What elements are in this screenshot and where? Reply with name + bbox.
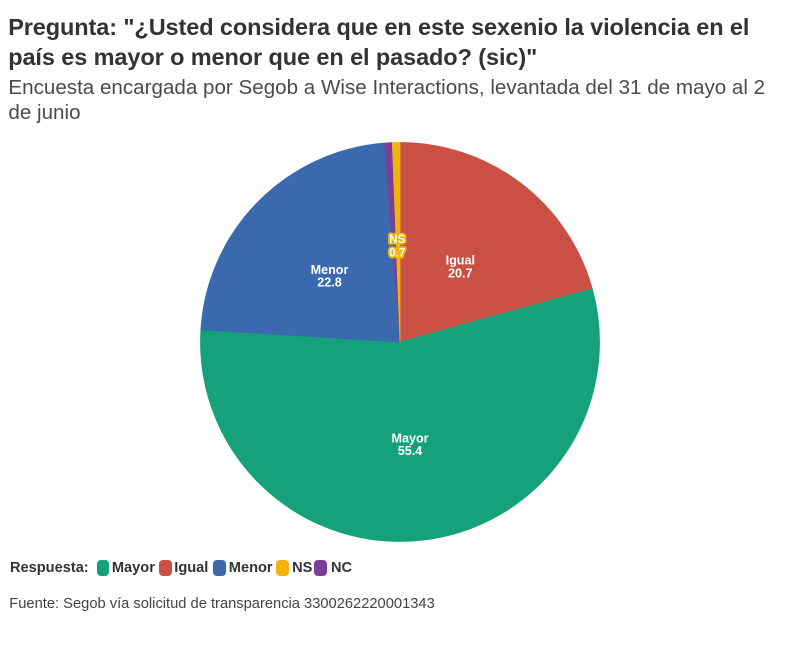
svg-text:NS: NS: [389, 234, 405, 246]
svg-text:22.8: 22.8: [317, 276, 342, 290]
svg-text:20.7: 20.7: [448, 266, 473, 280]
svg-text:Igual: Igual: [446, 254, 475, 268]
svg-text:Menor: Menor: [311, 263, 349, 277]
svg-text:0.7: 0.7: [389, 247, 405, 259]
svg-text:Mayor: Mayor: [391, 432, 428, 446]
svg-text:0.7: 0.7: [389, 247, 405, 259]
svg-text:NS: NS: [389, 234, 405, 246]
svg-text:55.4: 55.4: [398, 444, 423, 458]
